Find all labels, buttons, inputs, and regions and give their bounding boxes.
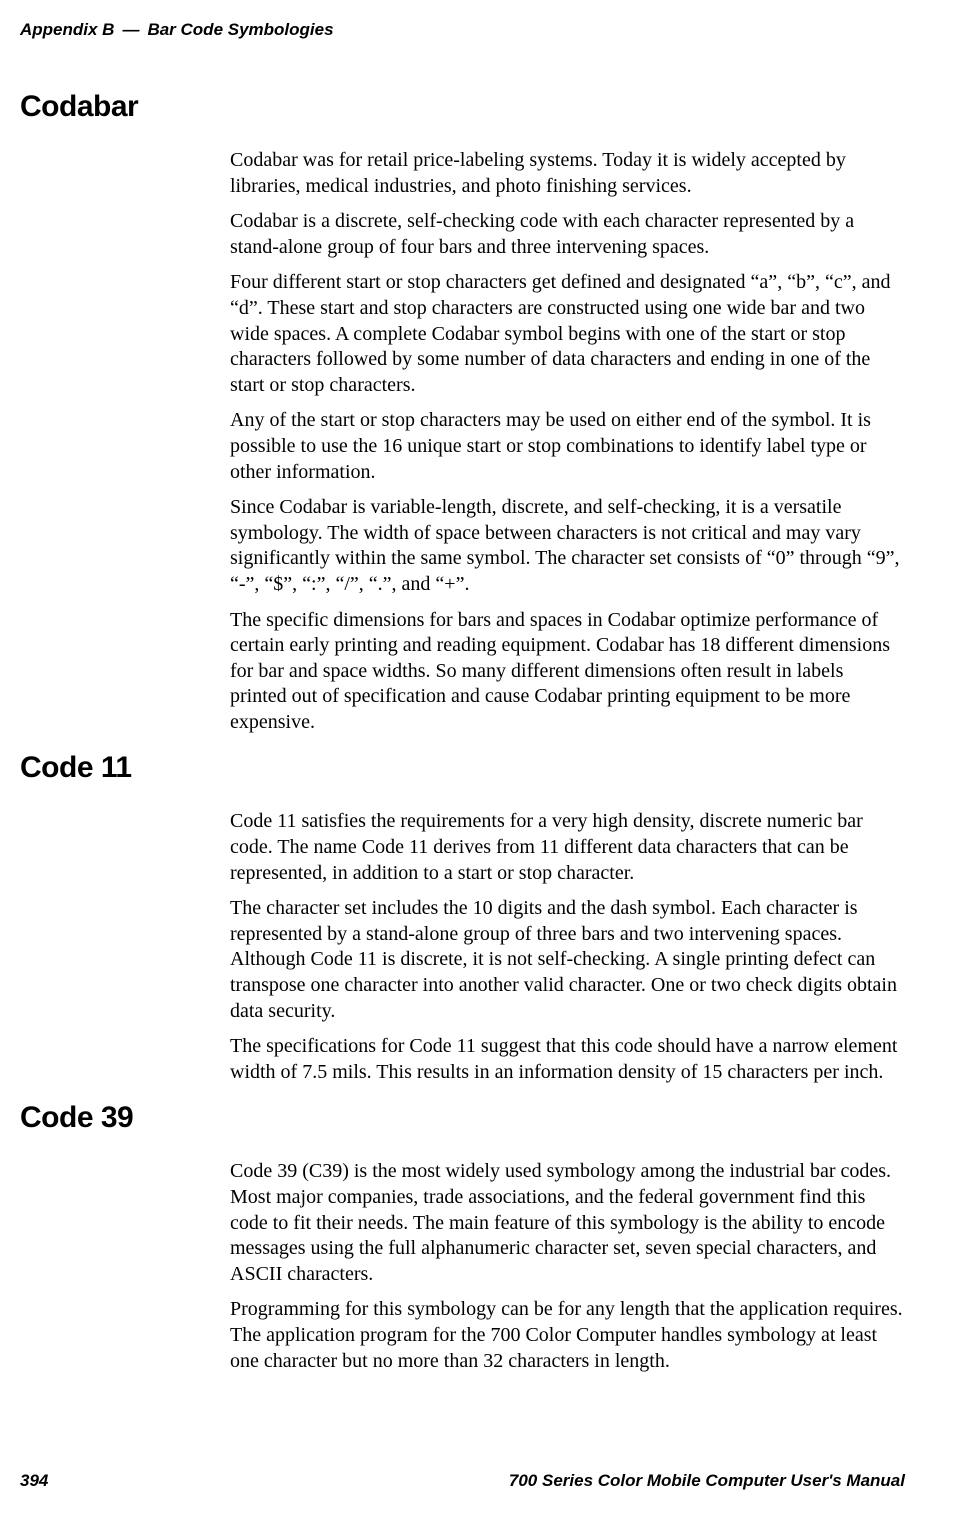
appendix-title: Bar Code Symbologies (147, 20, 333, 40)
codabar-paragraph-1: Codabar was for retail price-labeling sy… (230, 148, 905, 199)
manual-title: 700 Series Color Mobile Computer User's … (509, 1471, 905, 1491)
codabar-paragraph-3: Four different start or stop characters … (230, 270, 905, 398)
page-number: 394 (20, 1471, 48, 1491)
codabar-paragraph-6: The specific dimensions for bars and spa… (230, 608, 905, 736)
code11-paragraph-3: The specifications for Code 11 suggest t… (230, 1034, 905, 1085)
codabar-paragraph-5: Since Codabar is variable-length, discre… (230, 495, 905, 597)
codabar-heading: Codabar (20, 90, 905, 124)
code39-paragraph-1: Code 39 (C39) is the most widely used sy… (230, 1159, 905, 1287)
code11-paragraph-2: The character set includes the 10 digits… (230, 896, 905, 1024)
codabar-paragraph-4: Any of the start or stop characters may … (230, 408, 905, 485)
appendix-label: Appendix B (20, 20, 114, 40)
codabar-paragraph-2: Codabar is a discrete, self-checking cod… (230, 209, 905, 260)
page-footer: 394 700 Series Color Mobile Computer Use… (20, 1471, 905, 1491)
header-separator: — (122, 20, 139, 40)
code39-heading: Code 39 (20, 1101, 905, 1135)
code11-heading: Code 11 (20, 751, 905, 785)
code39-paragraph-2: Programming for this symbology can be fo… (230, 1297, 905, 1374)
page-header: Appendix B — Bar Code Symbologies (20, 20, 905, 40)
code11-paragraph-1: Code 11 satisfies the requirements for a… (230, 809, 905, 886)
